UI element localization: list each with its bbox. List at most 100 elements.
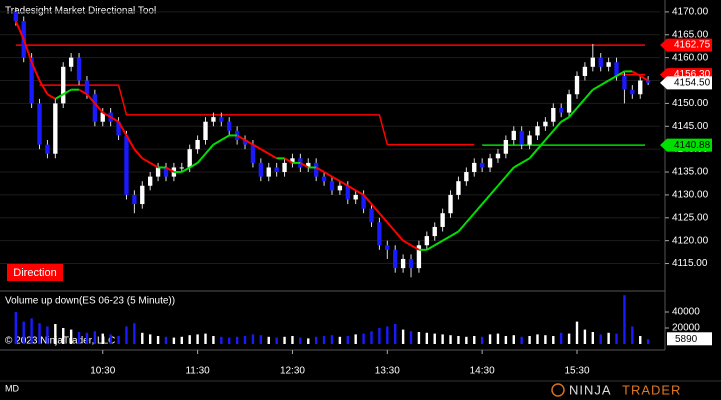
candle-body xyxy=(155,167,161,177)
volume-bar xyxy=(204,333,207,344)
x-tick-label: 12:30 xyxy=(280,366,305,377)
ma-segment xyxy=(46,93,56,100)
ma-segment xyxy=(149,162,159,169)
candle-body xyxy=(68,57,74,67)
volume-bar xyxy=(433,333,436,344)
price-label: 4156.30 xyxy=(674,69,711,80)
ma-segment xyxy=(616,70,625,77)
volume-bar xyxy=(544,335,547,344)
volume-bar xyxy=(354,334,357,344)
ma-segment xyxy=(560,116,570,123)
volume-bar xyxy=(109,334,112,344)
candle-body xyxy=(424,236,429,246)
y-tick-label: 4170.00 xyxy=(672,7,709,18)
y-tick-label: 4120.00 xyxy=(672,235,709,246)
y-tick-label: 4135.00 xyxy=(672,167,709,178)
volume-bar xyxy=(575,321,579,344)
ma-segment xyxy=(110,116,120,123)
volume-bar xyxy=(267,336,270,344)
ma-segment xyxy=(370,203,381,214)
ma-segment xyxy=(268,152,278,160)
candle-body xyxy=(219,117,224,122)
volume-bar xyxy=(322,336,326,344)
volume-bar xyxy=(346,336,349,344)
candle-body xyxy=(148,176,153,186)
ma-segment xyxy=(457,221,468,233)
candle-body xyxy=(551,107,556,122)
volume-bar xyxy=(607,332,610,344)
volume-bar xyxy=(449,335,452,344)
volume-bar xyxy=(480,336,484,344)
candle-body xyxy=(495,153,501,159)
y-tick-label: 20000 xyxy=(672,323,700,334)
volume-bar xyxy=(133,323,136,344)
ma-segment xyxy=(181,166,191,173)
candle-body xyxy=(393,249,398,269)
volume-bar xyxy=(512,335,515,344)
volume-bar xyxy=(188,335,191,344)
volume-bar xyxy=(378,328,381,344)
candle-body xyxy=(76,57,82,81)
volume-bar xyxy=(417,332,421,344)
volume-bar xyxy=(330,335,334,344)
candle-body xyxy=(614,62,619,76)
candle-body xyxy=(566,94,572,113)
candle-body xyxy=(53,103,58,154)
y-tick-label: 4125.00 xyxy=(672,212,709,223)
candle-body xyxy=(432,226,437,237)
ma-segment xyxy=(30,61,41,81)
ma-segment xyxy=(14,20,25,40)
volume-bar xyxy=(465,336,468,344)
candle-body xyxy=(559,107,564,113)
ma-segment xyxy=(260,148,270,155)
volume-bar xyxy=(504,336,508,344)
candle-body xyxy=(527,135,532,145)
volume-bar xyxy=(22,321,25,344)
volume-bar xyxy=(283,336,286,344)
ma-segment xyxy=(220,134,230,141)
volume-bar xyxy=(520,336,523,344)
ma-segment xyxy=(212,139,222,146)
ma-segment xyxy=(505,166,515,178)
candle-body xyxy=(345,185,350,200)
candle-body xyxy=(408,258,414,269)
candle-body xyxy=(84,80,90,95)
candle-body xyxy=(124,135,129,195)
candle-body xyxy=(519,130,524,145)
ma-segment xyxy=(473,203,483,214)
volume-bar xyxy=(441,334,444,344)
volume-label: 5890 xyxy=(675,334,698,345)
candle-body xyxy=(645,80,651,83)
ma-segment xyxy=(528,148,539,159)
ma-segment xyxy=(323,171,333,178)
volume-bar xyxy=(425,332,429,344)
candle-body xyxy=(440,213,445,227)
volume-bar xyxy=(291,336,294,344)
volume-bar xyxy=(30,318,33,344)
x-tick-label: 13:30 xyxy=(375,366,400,377)
candle-body xyxy=(203,121,208,141)
candle-body xyxy=(266,167,271,177)
candle-body xyxy=(45,144,50,154)
volume-bar xyxy=(362,333,365,344)
ma-segment xyxy=(639,75,649,82)
candle-body xyxy=(306,162,311,168)
candle-body xyxy=(132,194,137,205)
price-label-box xyxy=(660,38,712,52)
volume-bar xyxy=(370,331,373,344)
volume-bar xyxy=(172,337,176,344)
ma-segment xyxy=(22,39,33,63)
volume-bar xyxy=(307,338,310,344)
ma-segment xyxy=(284,157,293,164)
ma-segment xyxy=(481,194,491,205)
ma-segment xyxy=(552,121,562,132)
volume-bar xyxy=(148,334,152,344)
ma-segment xyxy=(584,89,594,100)
ma-segment xyxy=(355,189,365,196)
candle-body xyxy=(61,66,66,104)
volume-bar xyxy=(180,336,183,344)
volume-bar xyxy=(156,336,160,344)
ma-segment xyxy=(450,230,459,237)
ma-segment xyxy=(489,185,499,196)
